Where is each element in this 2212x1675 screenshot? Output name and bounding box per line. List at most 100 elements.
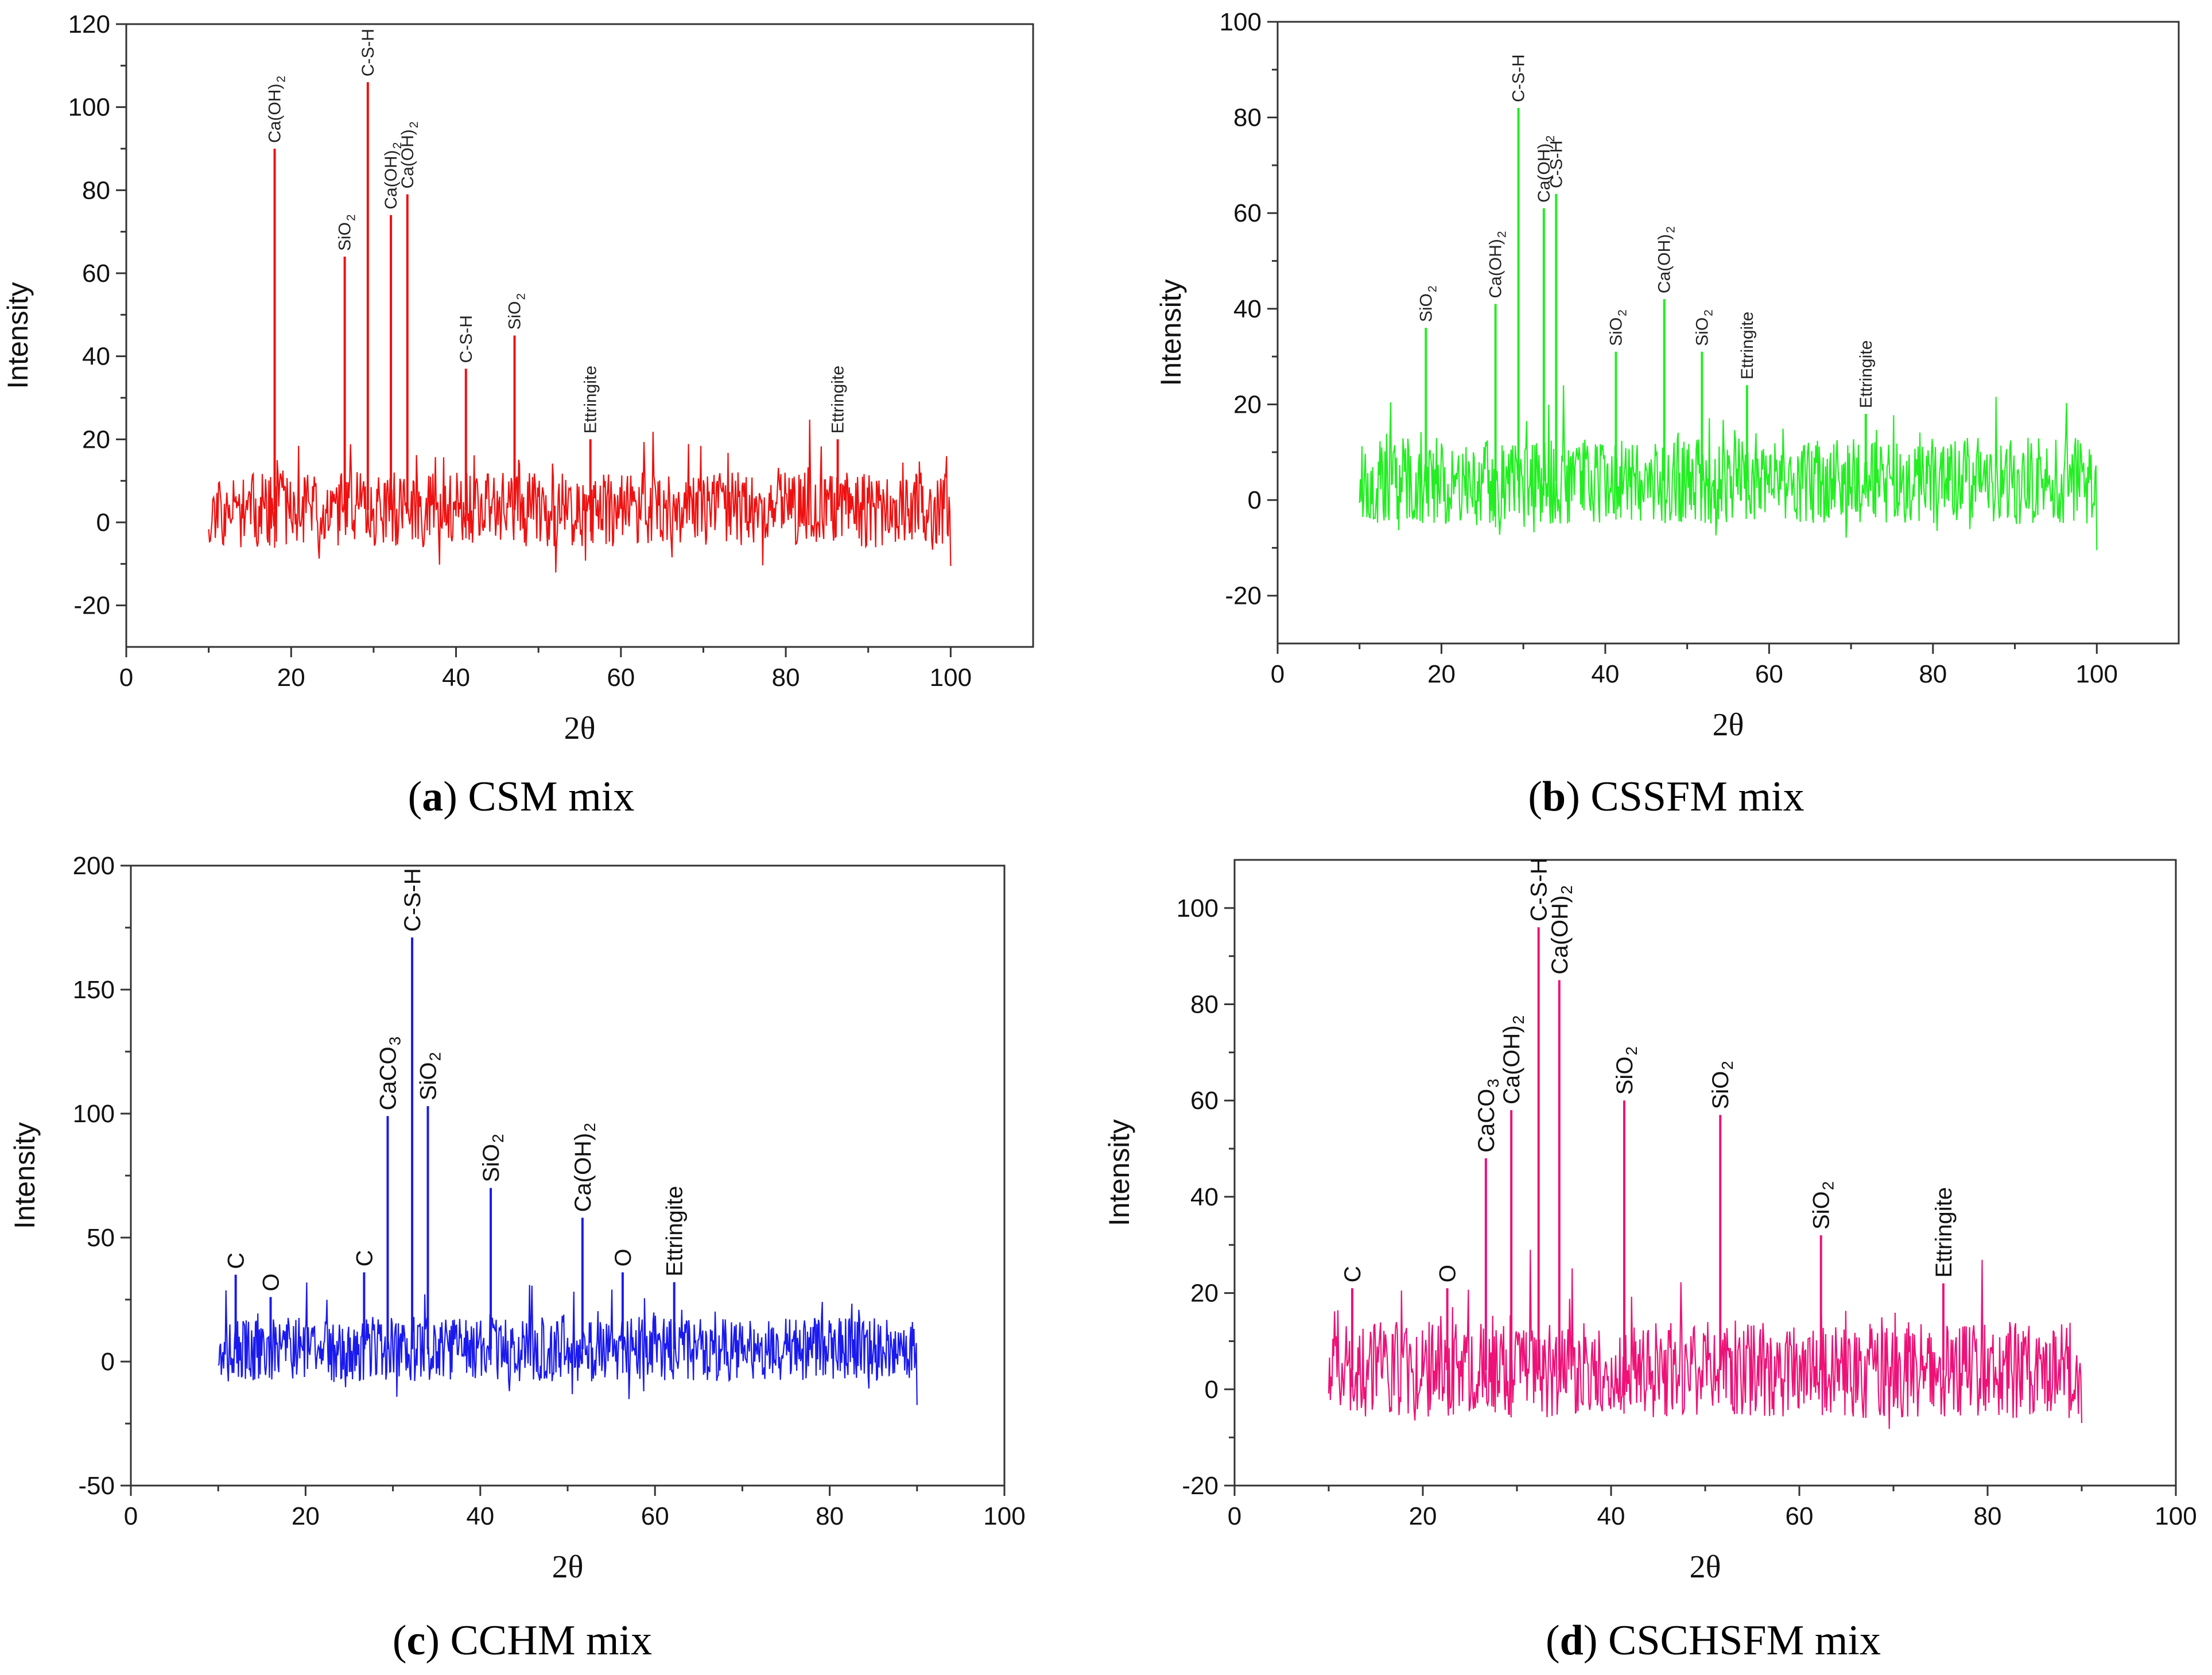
y-tick-label: 200 [73, 852, 115, 880]
peak-label: SiO2 [506, 293, 528, 330]
x-tick-label: 100 [2155, 1502, 2197, 1530]
y-tick-label: 80 [1190, 991, 1218, 1019]
peak-label: Ca(OH)2 [1535, 135, 1557, 203]
y-tick-label: 40 [1190, 1183, 1218, 1211]
peak-label: C [1340, 1266, 1365, 1282]
y-tick-label: 150 [73, 976, 115, 1004]
peak-label: Ca(OH)2 [382, 142, 404, 210]
x-axis-title: 2θ [1690, 1549, 1721, 1585]
series-line [1359, 107, 2098, 550]
y-tick-label: 40 [82, 343, 110, 371]
peak-label: SiO2 [1612, 1046, 1640, 1095]
x-tick-label: 60 [1755, 660, 1783, 688]
x-tick-label: 60 [641, 1502, 669, 1530]
chart-panel-b: 0 20 40 60 80 100 -20 0 20 40 60 80 100 2θ Intensity Si… [1155, 8, 2180, 820]
series-line [208, 82, 952, 573]
y-tick-label: -50 [78, 1472, 115, 1500]
peak-label: C-S-H [1547, 141, 1566, 188]
peak-label: C [352, 1250, 377, 1267]
plot-frame [125, 23, 1034, 648]
peak-label: CaCO3 [1474, 1079, 1502, 1153]
x-axis-title: 2θ [1713, 707, 1744, 743]
x-tick-label: 20 [1409, 1502, 1437, 1530]
peak-label: O [611, 1249, 636, 1266]
x-tick-label: 0 [1271, 660, 1284, 688]
y-tick-label: 100 [1220, 8, 1262, 36]
x-tick-label: 60 [1786, 1502, 1814, 1530]
y-tick-label: 80 [82, 176, 110, 204]
peak-label: Ca(OH)2 [266, 76, 288, 143]
panel-caption: (b) CSSFM mix [1528, 773, 1804, 820]
y-tick-label: 20 [1190, 1279, 1218, 1308]
peak-label: SiO2 [1417, 285, 1439, 322]
peak-label: C-S-H [359, 29, 378, 76]
peak-label: O [259, 1274, 284, 1292]
peak-label: Ca(OH)2 [398, 122, 421, 189]
x-tick-label: 20 [1427, 660, 1456, 688]
x-tick-label: 40 [1591, 660, 1619, 688]
x-tick-label: 40 [466, 1502, 494, 1530]
y-axis-title: Intensity [2, 282, 34, 389]
panel-caption: (d) CSCHSFM mix [1546, 1617, 1881, 1664]
peak-label: Ettringite [1857, 340, 1876, 408]
y-tick-label: 60 [1190, 1087, 1218, 1115]
x-tick-label: 100 [983, 1502, 1025, 1530]
chart-panel-c: 0 20 40 60 80 100-500501001502002θIntensityCO… [9, 852, 1026, 1664]
y-tick-label: 80 [1233, 104, 1262, 132]
plot-frame [130, 864, 1006, 1487]
peak-label: Ettringite [662, 1186, 688, 1277]
x-tick-label: 100 [930, 664, 972, 692]
x-tick-label: 20 [292, 1502, 320, 1530]
peak-label: C-S-H [1509, 55, 1528, 102]
y-tick-label: 100 [73, 1100, 115, 1128]
peak-label: SiO2 [416, 1052, 444, 1100]
y-axis-title: Intensity [9, 1122, 41, 1229]
y-tick-label: 60 [1233, 199, 1262, 227]
peak-label: Ca(OH)2 [571, 1123, 599, 1212]
peak-label: Ca(OH)2 [1655, 226, 1678, 293]
y-axis-title: Intensity [1155, 279, 1187, 386]
peak-label: SiO2 [336, 214, 358, 251]
x-axis-title: 2θ [552, 1549, 584, 1585]
peak-label: SiO2 [1606, 309, 1629, 346]
plot-frame [1276, 21, 2180, 645]
y-tick-label: 120 [68, 10, 110, 38]
x-tick-label: 0 [119, 664, 133, 692]
y-tick-label: 100 [1177, 894, 1218, 922]
chart-panel-a: 0 20 40 60 80 100 -20 0 20 40 60 80 100 120 2θ Intensit… [2, 10, 1034, 820]
peak-label: C-S-H [1527, 858, 1552, 921]
x-tick-label: 0 [124, 1502, 138, 1530]
peak-label: C-S-H [457, 315, 476, 363]
y-tick-label: -20 [1182, 1472, 1218, 1500]
peak-label: Ca(OH)2 [1487, 231, 1509, 298]
panel-caption: (a) CSM mix [408, 773, 635, 820]
peak-label: Ca(OH)2 [1499, 1015, 1527, 1104]
x-tick-label: 100 [2076, 660, 2118, 688]
chart-panel-d: 0 20 40 60 80 100 -20 0 20 40 60 80 100 2θ Intensity C O… [1103, 858, 2197, 1664]
peak-label: O [1435, 1265, 1461, 1282]
peak-label: Ettringite [829, 366, 848, 433]
peak-label: SiO2 [479, 1134, 507, 1182]
y-tick-label: 100 [68, 94, 110, 122]
peak-label: Ettringite [581, 366, 600, 433]
x-tick-label: 80 [1974, 1502, 2002, 1530]
peak-label: Ca(OH)2 [1547, 885, 1575, 974]
x-tick-label: 40 [1597, 1502, 1625, 1530]
y-tick-label: 50 [87, 1224, 115, 1252]
y-axis-title: Intensity [1103, 1119, 1135, 1226]
y-tick-label: 0 [96, 509, 110, 537]
panel-caption: (c) CCHM mix [393, 1617, 652, 1664]
y-tick-label: 60 [82, 259, 110, 288]
peak-label: Ettringite [1738, 312, 1757, 379]
y-tick-label: 0 [1205, 1375, 1218, 1403]
y-tick-label: -20 [1225, 582, 1262, 610]
y-tick-label: 20 [82, 425, 110, 453]
peak-label: SiO2 [1708, 1061, 1736, 1109]
peak-label: CaCO3 [375, 1037, 403, 1111]
series-line [1328, 927, 2083, 1429]
peak-label: C-S-H [400, 868, 425, 932]
peak-label: C [224, 1253, 249, 1269]
y-tick-label: 20 [1233, 390, 1262, 418]
x-tick-label: 80 [816, 1502, 844, 1530]
